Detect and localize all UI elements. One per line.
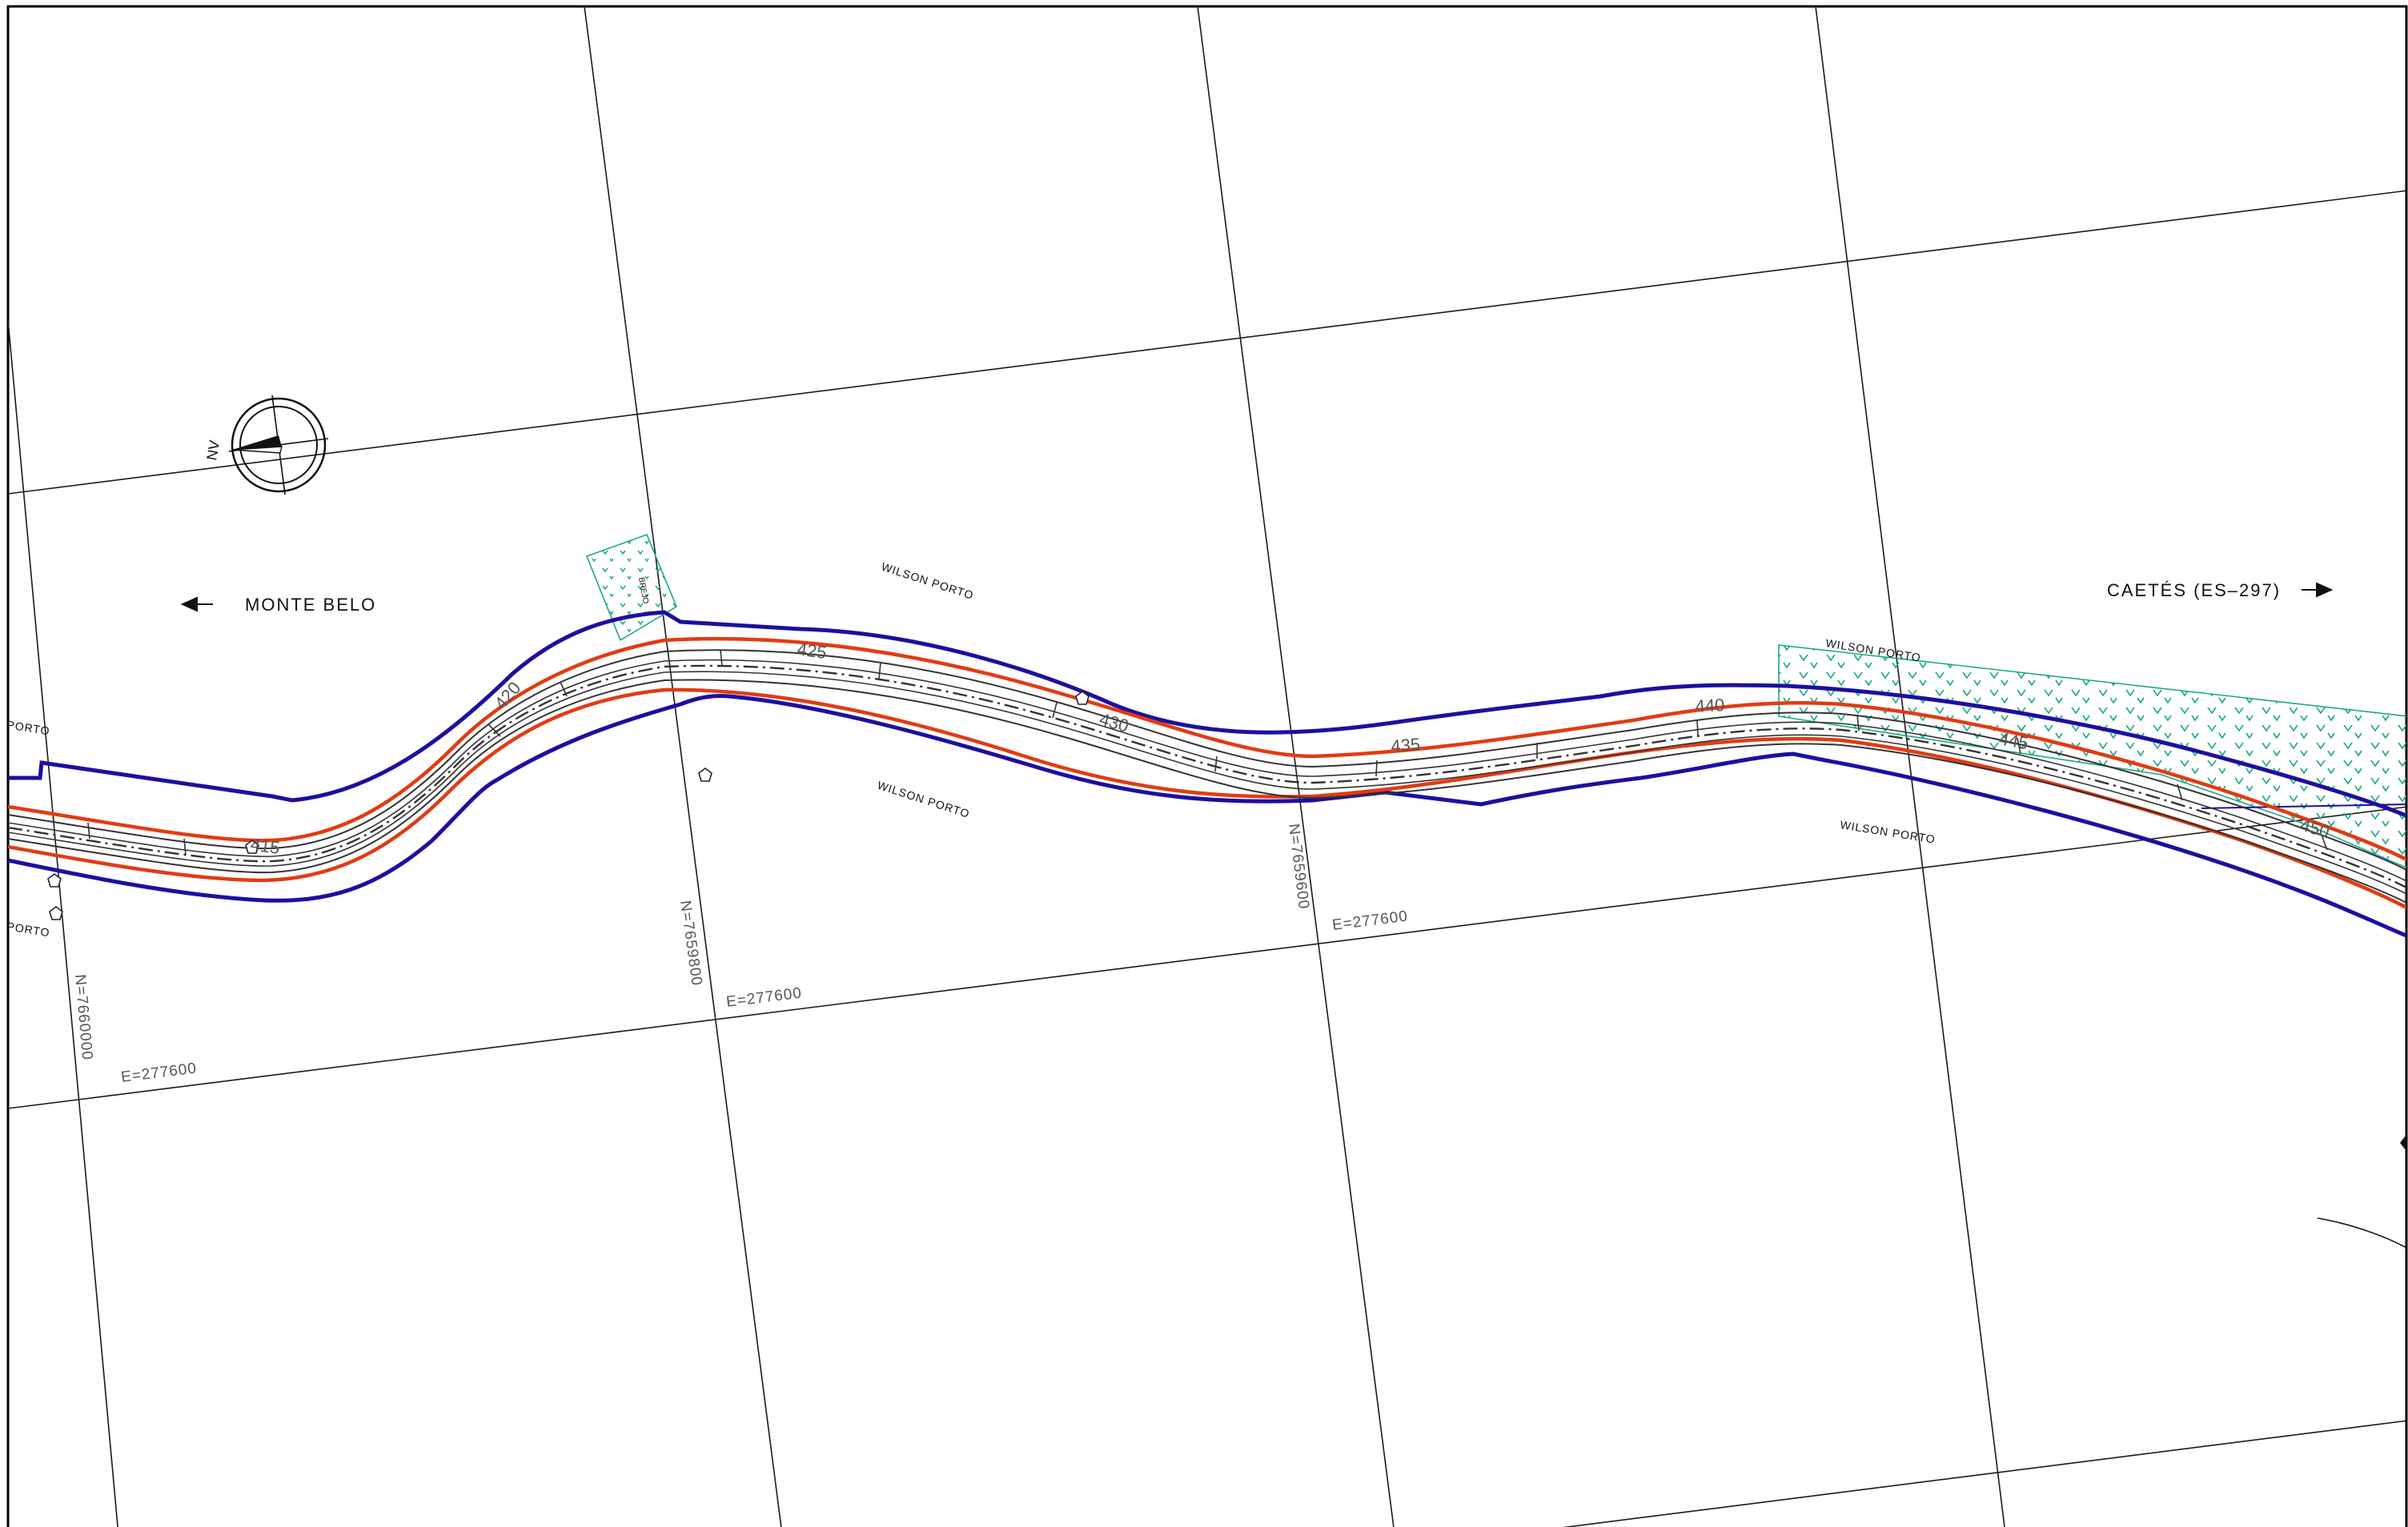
north-arrow: NV xyxy=(203,395,329,495)
owner-label: WILSON PORTO xyxy=(1840,818,1936,846)
tree-symbols xyxy=(47,691,1090,920)
tree-icon xyxy=(47,873,62,888)
station-label: 415 xyxy=(249,834,281,858)
arrow-left-icon xyxy=(180,596,213,612)
station-label: 435 xyxy=(1391,734,1421,756)
station-label: 440 xyxy=(1695,695,1725,716)
tree-icon xyxy=(698,768,712,782)
grid-line-e-277600 xyxy=(8,806,2406,1109)
station-ticks xyxy=(87,649,2328,856)
tree-icon xyxy=(245,840,259,854)
owner-label: PORTO xyxy=(6,920,51,939)
coordinate-grid xyxy=(8,6,2406,1527)
place-label-caetes: CAETÉS (ES–297) xyxy=(2107,580,2281,600)
right-of-way-east-branch xyxy=(2201,804,2406,809)
tree-icon xyxy=(1075,691,1090,705)
road-edge-south xyxy=(8,687,2406,910)
grid-line-e-upper xyxy=(8,190,2406,495)
grid-label-east: E=277600 xyxy=(725,985,803,1011)
right-of-way-south xyxy=(8,694,2406,938)
grid-line-n-7659600 xyxy=(1197,6,1395,1527)
grid-label-east: E=277600 xyxy=(120,1060,198,1086)
partial-curve-east xyxy=(2317,1217,2406,1248)
right-of-way-north xyxy=(8,610,2406,818)
sheet-frame xyxy=(6,5,2408,1527)
partial-arrow-east xyxy=(2400,1134,2406,1152)
place-east: CAETÉS (ES–297) xyxy=(2107,580,2334,600)
station-label: 420 xyxy=(491,678,525,713)
grid-line-n-7660000 xyxy=(8,319,118,1527)
grid-label-north: N=7660000 xyxy=(71,974,95,1061)
place-west: MONTE BELO xyxy=(180,595,376,615)
arrow-right-icon xyxy=(2302,582,2334,598)
station-label: 425 xyxy=(796,639,828,663)
owner-label: WILSON PORTO xyxy=(876,779,971,820)
owner-label: WILSON PORTO xyxy=(880,560,975,602)
grid-label-north: N=7659800 xyxy=(676,900,705,988)
grid-line-n-7659800 xyxy=(584,6,782,1527)
tree-icon xyxy=(49,906,63,920)
north-arrow-compass-icon xyxy=(228,395,329,495)
grid-line-e-lower xyxy=(1562,1420,2406,1527)
road-edge-north xyxy=(8,636,2406,862)
road-alignment xyxy=(8,649,2406,904)
grid-label-east: E=277600 xyxy=(1331,908,1409,934)
place-label-monte-belo: MONTE BELO xyxy=(245,595,376,615)
north-arrow-label: NV xyxy=(203,439,223,462)
